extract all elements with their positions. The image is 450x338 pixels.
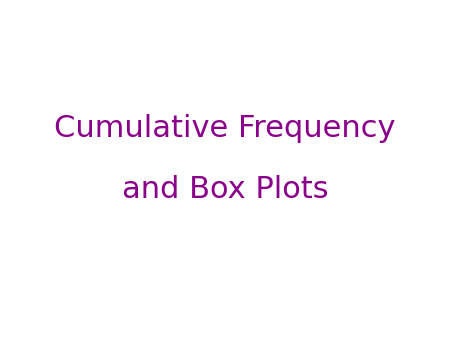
Text: and Box Plots: and Box Plots (122, 175, 328, 204)
Text: Cumulative Frequency: Cumulative Frequency (54, 114, 396, 143)
